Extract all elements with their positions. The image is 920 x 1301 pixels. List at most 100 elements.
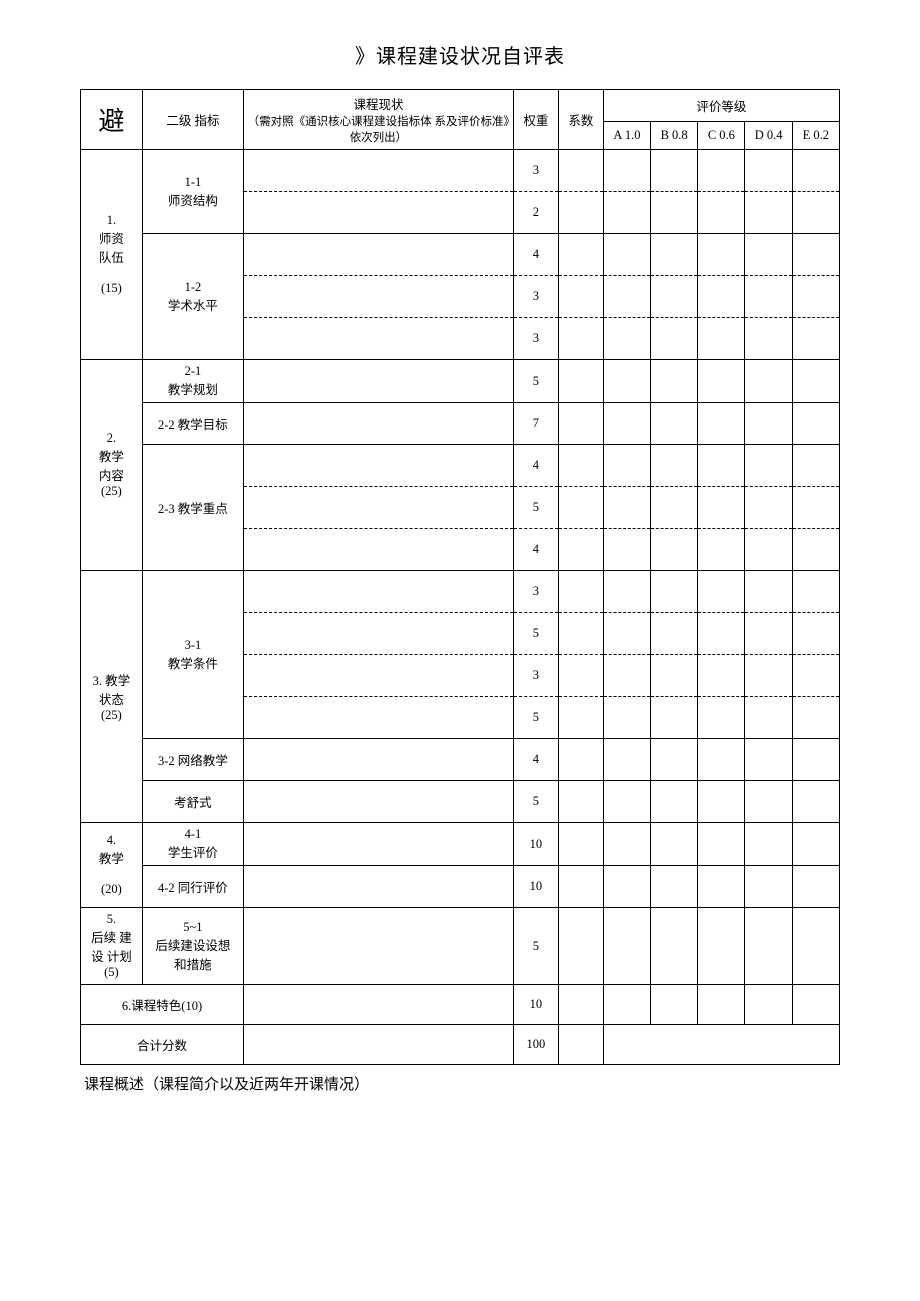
weight-cell: 100 (513, 1025, 558, 1065)
header-status: 课程现状 （需对照《通识核心课程建设指标体 系及评价标准》依次列出） (244, 90, 514, 150)
weight-cell: 10 (513, 866, 558, 908)
grade-cell (745, 739, 792, 781)
weight-cell: 4 (513, 739, 558, 781)
level2-cell: 2-3 教学重点 (142, 445, 243, 571)
grade-cell (603, 150, 650, 192)
grade-cell (792, 360, 839, 403)
grade-cell (745, 908, 792, 985)
weight-cell: 3 (513, 150, 558, 192)
grade-cell (698, 529, 745, 571)
coef-cell (558, 234, 603, 276)
grade-cell (603, 276, 650, 318)
coef-cell (558, 985, 603, 1025)
grade-cell (603, 866, 650, 908)
header-grade-e: E 0.2 (792, 122, 839, 150)
grade-cell (698, 739, 745, 781)
status-cell (244, 487, 514, 529)
grade-cell (698, 697, 745, 739)
grade-cell (651, 739, 698, 781)
data-row: 3-2 网络教学 4 (81, 739, 840, 781)
grade-total-cell (603, 1025, 839, 1065)
grade-cell (698, 866, 745, 908)
data-row: 2-3 教学重点4 (81, 445, 840, 487)
footer-note: 课程概述（课程简介以及近两年开课情况） (80, 1073, 840, 1094)
weight-cell: 5 (513, 613, 558, 655)
grade-cell (651, 276, 698, 318)
level2-cell: 1-2 学术水平 (142, 234, 243, 360)
coef-cell (558, 1025, 603, 1065)
evaluation-table: 避 二级 指标 课程现状 （需对照《通识核心课程建设指标体 系及评价标准》依次列… (80, 89, 840, 1065)
page-title: 》课程建设状况自评表 (80, 40, 840, 69)
weight-cell: 10 (513, 985, 558, 1025)
status-cell (244, 234, 514, 276)
grade-cell (603, 360, 650, 403)
level2-cell: 2-2 教学目标 (142, 403, 243, 445)
grade-cell (651, 360, 698, 403)
status-cell (244, 445, 514, 487)
grade-cell (745, 403, 792, 445)
coef-cell (558, 908, 603, 985)
grade-cell (745, 445, 792, 487)
status-cell (244, 823, 514, 866)
grade-cell (792, 529, 839, 571)
grade-cell (792, 655, 839, 697)
weight-cell: 2 (513, 192, 558, 234)
coef-cell (558, 276, 603, 318)
data-row: 1-2 学术水平4 (81, 234, 840, 276)
grade-cell (745, 823, 792, 866)
header-grade-a: A 1.0 (603, 122, 650, 150)
coef-cell (558, 403, 603, 445)
grade-cell (745, 276, 792, 318)
grade-cell (792, 866, 839, 908)
level2-cell: 1-1 师资结构 (142, 150, 243, 234)
weight-cell: 5 (513, 697, 558, 739)
grade-cell (651, 318, 698, 360)
data-row: 5. 后续 建 设 计划 (5)5~1 后续建设设想 和措施5 (81, 908, 840, 985)
level1-cell: 4. 教学 (20) (81, 823, 143, 908)
level2-cell: 2-1 教学规划 (142, 360, 243, 403)
header-coef: 系数 (558, 90, 603, 150)
coef-cell (558, 739, 603, 781)
grade-cell (698, 445, 745, 487)
weight-cell: 7 (513, 403, 558, 445)
coef-cell (558, 697, 603, 739)
weight-cell: 3 (513, 276, 558, 318)
grade-cell (698, 360, 745, 403)
grade-cell (651, 192, 698, 234)
weight-cell: 4 (513, 529, 558, 571)
status-cell (244, 529, 514, 571)
grade-cell (792, 739, 839, 781)
grade-cell (651, 908, 698, 985)
status-cell (244, 781, 514, 823)
data-row: 1. 师资 队伍 (15)1-1 师资结构3 (81, 150, 840, 192)
weight-cell: 5 (513, 487, 558, 529)
level2-cell: 3-1 教学条件 (142, 571, 243, 739)
grade-cell (792, 150, 839, 192)
status-cell (244, 655, 514, 697)
status-cell (244, 697, 514, 739)
grade-cell (651, 403, 698, 445)
grade-cell (651, 487, 698, 529)
level2-cell: 3-2 网络教学 (142, 739, 243, 781)
weight-cell: 4 (513, 234, 558, 276)
status-cell (244, 150, 514, 192)
coef-cell (558, 445, 603, 487)
status-cell (244, 613, 514, 655)
data-row: 考舒式5 (81, 781, 840, 823)
grade-cell (651, 529, 698, 571)
grade-cell (651, 150, 698, 192)
header-level1: 避 (81, 90, 143, 150)
grade-cell (698, 571, 745, 613)
grade-cell (698, 781, 745, 823)
coef-cell (558, 150, 603, 192)
grade-cell (603, 985, 650, 1025)
grade-cell (651, 655, 698, 697)
grade-cell (698, 234, 745, 276)
grade-cell (745, 655, 792, 697)
coef-cell (558, 571, 603, 613)
level1-cell: 3. 教学 状态 (25) (81, 571, 143, 823)
grade-cell (651, 697, 698, 739)
status-cell (244, 866, 514, 908)
status-cell (244, 192, 514, 234)
status-cell (244, 360, 514, 403)
